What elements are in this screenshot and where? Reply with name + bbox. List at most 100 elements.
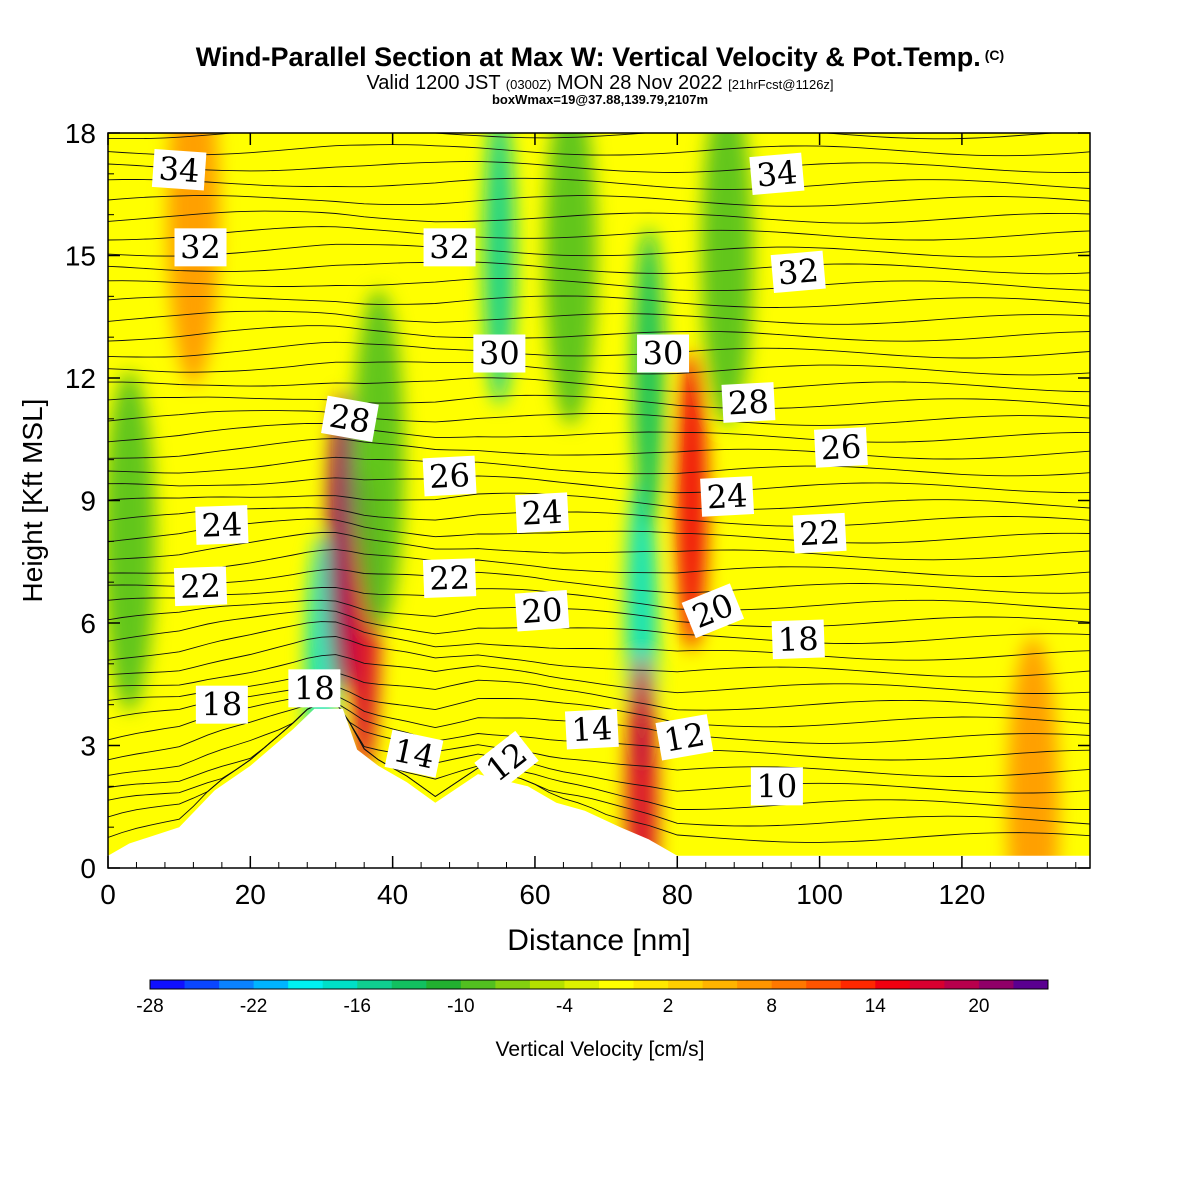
colorbar-swatch bbox=[288, 980, 324, 989]
colorbar-swatch bbox=[564, 980, 600, 989]
theta-line-37 bbox=[108, 210, 1090, 224]
theta-label-14: 20 bbox=[514, 589, 570, 632]
theta-label-10: 22 bbox=[422, 558, 477, 598]
theta-label-6: 28 bbox=[321, 395, 379, 443]
theta-line-24 bbox=[108, 422, 1090, 443]
colorbar-title: Vertical Velocity [cm/s] bbox=[495, 1038, 705, 1061]
copyright-mark: (C) bbox=[984, 47, 1005, 63]
velocity-cell-9 bbox=[675, 350, 708, 651]
theta-line-28 bbox=[108, 361, 1090, 376]
y-tick-label: 15 bbox=[65, 241, 96, 272]
colorbar-swatch bbox=[944, 980, 980, 989]
theta-line-17 bbox=[108, 532, 1090, 561]
colorbar-swatch bbox=[806, 980, 842, 989]
theta-label-13: 24 bbox=[515, 492, 570, 534]
theta-label-box bbox=[384, 729, 444, 778]
velocity-cell-8 bbox=[625, 656, 658, 868]
colorbar-tick-label: -4 bbox=[556, 996, 573, 1017]
valid-time: Valid 1200 JST bbox=[366, 72, 501, 94]
theta-label-box bbox=[288, 669, 341, 708]
colorbar-tick-label: -28 bbox=[136, 996, 163, 1017]
theta-label-box bbox=[321, 395, 379, 443]
theta-label-text: 30 bbox=[479, 335, 520, 373]
colorbar-swatch bbox=[978, 980, 1014, 989]
y-tick-label: 0 bbox=[80, 853, 96, 884]
theta-label-text: 22 bbox=[179, 567, 221, 606]
theta-label-box bbox=[700, 476, 755, 517]
theta-label-text: 26 bbox=[820, 427, 863, 467]
chart-subtitle: Valid 1200 JST (0300Z) MON 28 Nov 2022 [… bbox=[0, 72, 1200, 95]
colorbar-frame bbox=[149, 979, 1049, 990]
colorbar-tick-label: -16 bbox=[343, 996, 370, 1017]
theta-label-box bbox=[515, 492, 570, 534]
x-tick-label: 40 bbox=[377, 879, 408, 910]
theta-label-text: 20 bbox=[520, 590, 563, 631]
colorbar-swatch bbox=[219, 980, 255, 989]
colorbar-swatch bbox=[253, 980, 289, 989]
theta-label-box bbox=[771, 619, 825, 660]
x-tick-label: 120 bbox=[939, 879, 986, 910]
axes: 0 20 40 60 80 100 120 0 3 6 9 12 15 18 Distance [nm] He… bbox=[17, 118, 1090, 957]
theta-label-box bbox=[474, 730, 539, 793]
theta-label-text: 26 bbox=[428, 456, 471, 496]
theta-label-box bbox=[473, 334, 526, 373]
theta-line-7 bbox=[108, 685, 1090, 728]
chart-title-text: Wind-Parallel Section at Max W: Vertical… bbox=[195, 42, 981, 72]
x-tick-label: 100 bbox=[796, 879, 843, 910]
theta-label-22: 32 bbox=[770, 250, 826, 294]
theta-line-34 bbox=[108, 261, 1090, 275]
theta-label-11: 14 bbox=[384, 729, 444, 778]
theta-label-text: 28 bbox=[727, 382, 770, 422]
theta-line-36 bbox=[108, 226, 1090, 241]
theta-label-0: 34 bbox=[151, 148, 207, 191]
colorbar-tick-label: 20 bbox=[968, 996, 989, 1017]
theta-label-box bbox=[681, 583, 745, 639]
theta-line-32 bbox=[108, 295, 1090, 308]
y-tick-label: 6 bbox=[80, 608, 96, 639]
colorbar-swatch bbox=[633, 980, 669, 989]
theta-label-box bbox=[422, 558, 477, 598]
x-tick-label: 60 bbox=[519, 879, 550, 910]
colorbar-swatch bbox=[840, 980, 876, 989]
theta-label-box bbox=[423, 228, 476, 267]
theta-line-16 bbox=[108, 548, 1090, 578]
colorbar-swatch bbox=[702, 980, 738, 989]
y-tick-label: 3 bbox=[80, 731, 96, 762]
colorbar-swatch bbox=[357, 980, 393, 989]
theta-label-box bbox=[770, 250, 826, 294]
theta-label-5: 18 bbox=[288, 669, 341, 708]
theta-line-42 bbox=[108, 133, 1059, 140]
theta-line-11 bbox=[108, 621, 1090, 661]
chart-title: Wind-Parallel Section at Max W: Vertical… bbox=[0, 42, 1200, 73]
theta-label-1: 32 bbox=[174, 228, 227, 267]
theta-label-text: 30 bbox=[643, 335, 684, 373]
theta-label-2: 24 bbox=[195, 505, 249, 545]
theta-line-14 bbox=[108, 586, 1090, 611]
utc-time: (0300Z) bbox=[505, 77, 552, 92]
colorbar-swatch bbox=[875, 980, 911, 989]
theta-line-19 bbox=[108, 507, 1090, 527]
theta-label-box bbox=[151, 148, 207, 191]
theta-label-20: 12 bbox=[655, 714, 714, 761]
theta-label-7: 32 bbox=[423, 228, 476, 267]
colorbar-swatch bbox=[322, 980, 358, 989]
theta-label-text: 18 bbox=[294, 669, 335, 707]
colorbar-tick-label: -22 bbox=[240, 996, 267, 1017]
colorbar-tick-label: 2 bbox=[663, 996, 674, 1017]
theta-label-box bbox=[195, 685, 248, 724]
theta-line-41 bbox=[108, 144, 1090, 157]
theta-label-box bbox=[174, 228, 227, 267]
colorbar-swatch bbox=[529, 980, 565, 989]
theta-label-box bbox=[422, 455, 477, 497]
colorbar-swatch bbox=[737, 980, 773, 989]
theta-line-27 bbox=[108, 377, 1090, 393]
theta-line-25 bbox=[108, 410, 1090, 426]
theta-label-text: 32 bbox=[180, 228, 221, 266]
theta-label-12: 12 bbox=[474, 730, 539, 793]
theta-label-text: 28 bbox=[327, 397, 374, 441]
theta-line-20 bbox=[108, 492, 1090, 510]
x-tick-label: 80 bbox=[662, 879, 693, 910]
theta-label-text: 14 bbox=[571, 709, 614, 749]
